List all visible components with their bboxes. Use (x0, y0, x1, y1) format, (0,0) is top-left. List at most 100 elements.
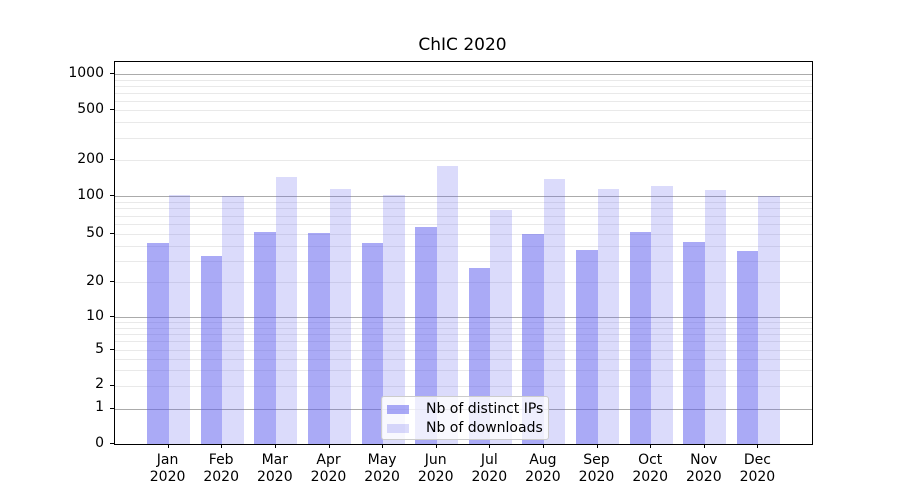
bar-downloads-nov (704, 190, 727, 444)
x-tick-month: Nov (690, 452, 718, 468)
bar-downloads-feb (222, 196, 244, 444)
minor-gridline (115, 322, 812, 323)
x-tick-label-apr: Apr 2020 (297, 452, 361, 486)
bar-downloads-sep (597, 189, 619, 444)
y-tick-mark (110, 281, 114, 282)
bar-distinct-ips-feb (200, 255, 223, 444)
x-tick-year: 2020 (685, 469, 722, 485)
x-tick-month: Jun (424, 452, 447, 468)
y-tick-mark (110, 349, 114, 350)
x-tick-year: 2020 (525, 469, 561, 485)
x-tick-mark (650, 444, 652, 448)
y-tick-mark (110, 73, 114, 74)
x-tick-year: 2020 (203, 469, 239, 485)
x-tick-mark (703, 444, 705, 448)
x-tick-label-nov: Nov 2020 (672, 452, 736, 486)
x-tick-year: 2020 (149, 469, 186, 485)
x-tick-mark (328, 444, 330, 448)
minor-gridline (115, 215, 812, 217)
x-tick-mark (542, 444, 544, 448)
y-tick-mark (110, 233, 114, 234)
x-tick-mark (167, 444, 169, 448)
bar-downloads-aug (543, 179, 566, 444)
minor-gridline (115, 137, 812, 139)
x-tick-label-mar: Mar 2020 (243, 452, 307, 486)
y-tick-mark (110, 443, 114, 444)
major-gridline (115, 74, 812, 75)
x-tick-year: 2020 (364, 469, 400, 485)
bar-downloads-mar (275, 176, 298, 444)
bar-distinct-ips-mar (254, 231, 276, 444)
bar-distinct-ips-oct (629, 231, 652, 444)
bar-distinct-ips-may (361, 243, 384, 444)
x-tick-month: Mar (261, 452, 288, 468)
legend: Nb of distinct IPs Nb of downloads (381, 396, 549, 440)
minor-gridline (115, 282, 812, 283)
x-tick-month: May (367, 452, 397, 468)
x-tick-mark (435, 444, 437, 448)
y-tick-label: 2 (95, 376, 104, 392)
minor-gridline (115, 224, 812, 225)
legend-entry: Nb of downloads (387, 419, 548, 438)
x-tick-month: Feb (208, 452, 234, 468)
x-tick-mark (757, 444, 759, 448)
chart-title: ChIC 2020 (418, 35, 507, 55)
x-tick-mark (489, 444, 491, 448)
x-tick-label-oct: Oct 2020 (618, 452, 682, 486)
plot-canvas (115, 62, 812, 444)
y-tick-mark (110, 316, 114, 317)
y-tick-mark (110, 159, 114, 160)
bar-downloads-jul (490, 209, 512, 444)
x-tick-month: Jul (480, 452, 498, 468)
y-tick-label: 1000 (68, 64, 104, 81)
x-axis: Jan 2020 Feb 2020 Mar 2020 Apr 2020 May 2020 Jun 20… (114, 444, 811, 496)
x-tick-year: 2020 (739, 469, 776, 485)
minor-gridline (115, 350, 812, 351)
x-tick-label-sep: Sep 2020 (565, 452, 629, 486)
major-gridline (115, 196, 812, 197)
x-tick-month: Apr (316, 452, 341, 468)
downloads-swatch-icon (387, 424, 409, 433)
minor-gridline (115, 334, 812, 335)
minor-gridline (115, 260, 812, 262)
bar-distinct-ips-jun (415, 226, 437, 444)
y-tick-label: 5 (95, 340, 104, 357)
bar-downloads-oct (651, 185, 673, 444)
x-tick-month: Jan (156, 452, 179, 468)
minor-gridline (115, 208, 812, 210)
bar-downloads-dec (758, 196, 780, 444)
bar-distinct-ips-sep (576, 249, 598, 444)
minor-gridline (115, 100, 812, 102)
bar-distinct-ips-nov (683, 241, 705, 444)
x-tick-label-dec: Dec 2020 (725, 452, 789, 486)
y-axis: 0 1 2 5 10 20 50 100 200 500 1000 (0, 61, 114, 451)
x-tick-label-may: May 2020 (350, 452, 414, 486)
y-tick-mark (110, 384, 114, 386)
x-tick-year: 2020 (578, 469, 615, 485)
minor-gridline (115, 92, 812, 94)
minor-gridline (115, 341, 812, 343)
y-tick-mark (110, 109, 114, 110)
x-tick-year: 2020 (632, 469, 668, 485)
y-tick-label: 50 (86, 224, 104, 241)
distinct-ips-swatch-icon (387, 405, 409, 414)
minor-gridline (115, 85, 812, 87)
x-tick-label-jan: Jan 2020 (136, 452, 200, 486)
x-tick-month: Dec (743, 452, 771, 468)
x-tick-mark (221, 444, 223, 448)
y-tick-label: 200 (77, 150, 104, 167)
bar-downloads-jun (436, 166, 459, 444)
bar-distinct-ips-aug (522, 234, 544, 444)
y-tick-label: 0 (95, 434, 104, 451)
minor-gridline (115, 358, 812, 360)
x-tick-mark (274, 444, 276, 448)
x-tick-label-jun: Jun 2020 (404, 452, 468, 486)
minor-gridline (115, 369, 812, 371)
bar-distinct-ips-apr (308, 232, 330, 444)
bar-downloads-may (383, 195, 405, 444)
x-tick-mark (382, 444, 384, 448)
minor-gridline (115, 201, 812, 203)
x-tick-year: 2020 (310, 469, 347, 485)
y-tick-label: 500 (77, 100, 104, 117)
